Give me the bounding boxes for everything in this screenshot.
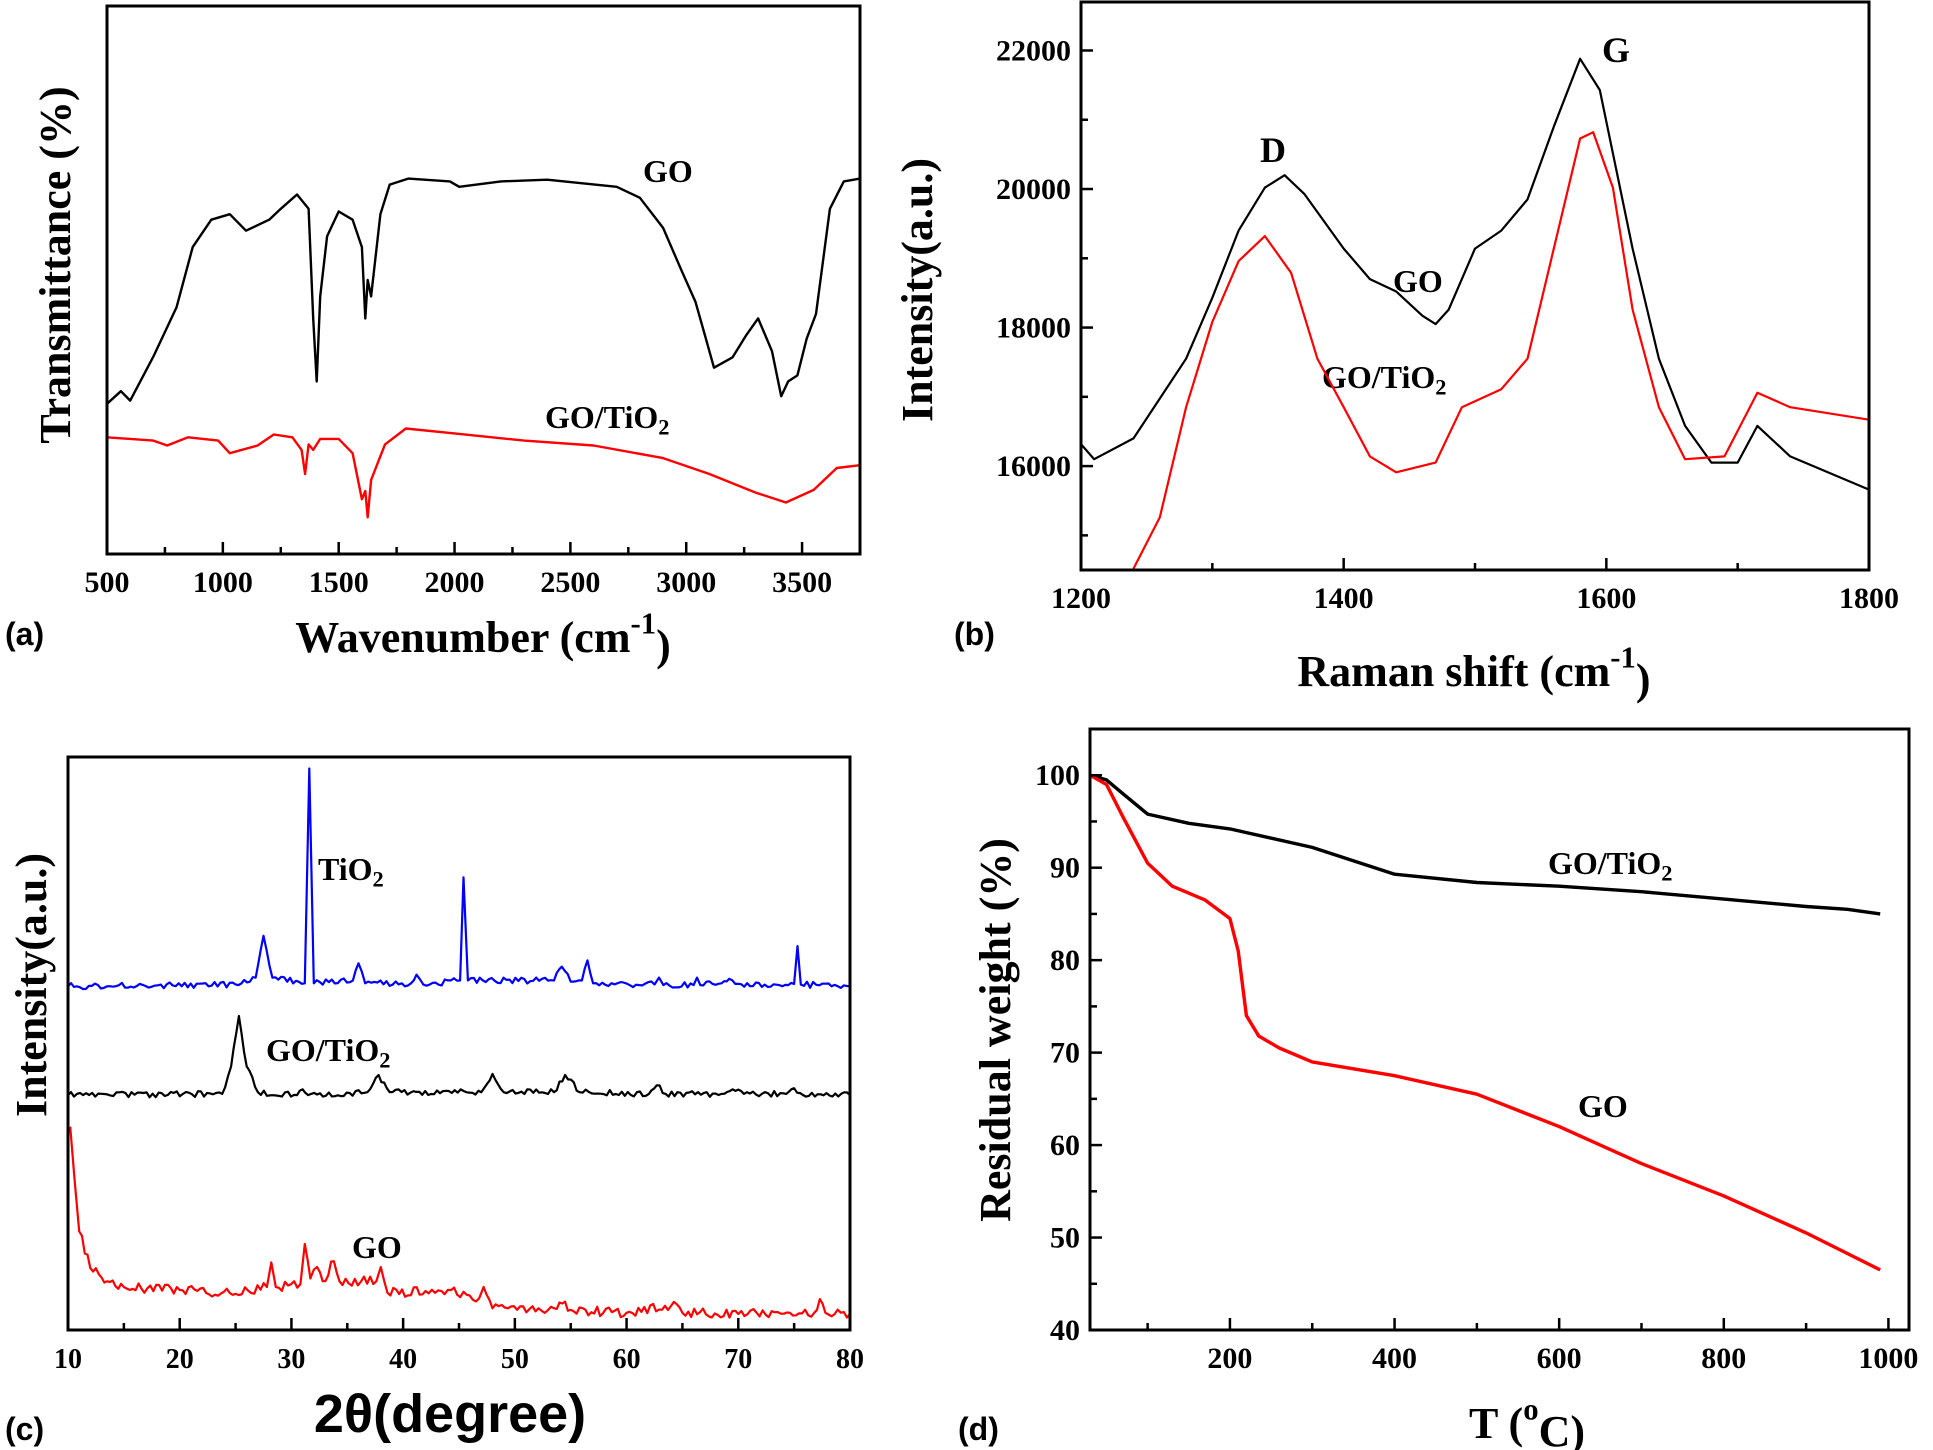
x-tick-label: 50 — [501, 1344, 529, 1375]
panel-a-ftir: (a) Wavenumber (cm-1) Transmittance (%) … — [5, 4, 862, 670]
x-tick-label: 3500 — [772, 566, 832, 599]
peak-label-d: D — [1260, 130, 1286, 170]
panel-d-tga: (d) T (oC) Residual weight (%) GO/TiO2 G… — [958, 727, 1918, 1450]
plot-area — [1088, 727, 1911, 1332]
plot-frame — [1088, 727, 1911, 1332]
plot-frame — [1079, 0, 1871, 572]
plot-area — [66, 755, 852, 1332]
series-line-go-tio2 — [1132, 131, 1870, 570]
series-line-go — [1089, 773, 1881, 1272]
y-tick-label: 20000 — [996, 173, 1071, 206]
series-line-go-tio2 — [106, 427, 861, 519]
x-axis-label: Raman shift (cm-1) — [1297, 641, 1650, 704]
y-axis: 40 50 60 70 80 90 100 — [1035, 727, 1102, 1347]
x-tick-label: 30 — [277, 1344, 305, 1375]
y-tick-label: 18000 — [996, 312, 1071, 345]
x-axis: 1200 1400 1600 1800 — [1051, 558, 1899, 615]
y-axis-label: Intensity(a.u.) — [893, 158, 942, 422]
x-tick-label: 800 — [1701, 1342, 1746, 1375]
series-label-go: GO — [1578, 1088, 1628, 1124]
series-line-go — [69, 1126, 851, 1319]
y-tick-label: 80 — [1050, 944, 1080, 977]
plot-area — [1079, 0, 1871, 572]
x-axis: 500 1000 1500 2000 2500 3000 3500 — [85, 542, 862, 599]
x-tick-label: 2500 — [540, 566, 600, 599]
x-axis: 10 20 30 40 50 60 70 80 — [54, 1318, 864, 1375]
x-tick-label: 1800 — [1839, 582, 1899, 615]
x-tick-label: 600 — [1537, 1342, 1582, 1375]
y-tick-label: 90 — [1050, 852, 1080, 885]
panel-letter: (d) — [958, 1411, 999, 1447]
series-label-go: GO — [1393, 263, 1443, 299]
series-line-go-tio2 — [1089, 773, 1881, 916]
y-tick-label: 22000 — [996, 34, 1071, 67]
series-line-go — [106, 177, 861, 405]
y-axis-label: Residual weight (%) — [971, 838, 1020, 1222]
x-tick-label: 1400 — [1314, 582, 1374, 615]
panel-b-raman: (b) Raman shift (cm-1) Intensity(a.u.) D… — [893, 0, 1899, 704]
y-tick-label: 100 — [1035, 759, 1080, 792]
series-label-go-tio2: GO/TiO2 — [545, 399, 669, 440]
panel-letter: (b) — [954, 616, 995, 652]
y-axis-label: Transmittance (%) — [31, 86, 80, 443]
series-label-go: GO — [643, 153, 693, 189]
x-tick-label: 40 — [389, 1344, 417, 1375]
x-tick-label: 70 — [724, 1344, 752, 1375]
x-tick-label: 80 — [836, 1344, 864, 1375]
x-tick-label: 10 — [54, 1344, 82, 1375]
y-tick-label: 60 — [1050, 1129, 1080, 1162]
peak-label-g: G — [1602, 30, 1630, 70]
y-axis: 16000 18000 20000 22000 — [996, 34, 1093, 537]
panel-letter: (c) — [5, 1411, 44, 1447]
x-tick-label: 1500 — [309, 566, 369, 599]
y-axis-label: Intensity(a.u.) — [7, 853, 56, 1117]
series-label-go-tio2: GO/TiO2 — [1322, 359, 1446, 400]
x-tick-label: 3000 — [656, 566, 716, 599]
series-line-go — [1080, 57, 1870, 491]
x-tick-label: 1200 — [1051, 582, 1111, 615]
panel-c-xrd: (c) 2θ(degree) Intensity(a.u.) TiO2 GO/T… — [5, 755, 864, 1447]
y-tick-label: 50 — [1050, 1222, 1080, 1255]
x-tick-label: 1600 — [1576, 582, 1636, 615]
y-tick-label: 16000 — [996, 450, 1071, 483]
x-tick-label: 60 — [613, 1344, 641, 1375]
plot-frame — [66, 755, 852, 1332]
x-tick-label: 20 — [166, 1344, 194, 1375]
series-label-go-tio2: GO/TiO2 — [266, 1032, 390, 1073]
plot-area — [105, 4, 862, 556]
x-axis: 200 400 600 800 1000 — [1146, 1318, 1918, 1375]
series-label-tio2: TiO2 — [318, 851, 384, 892]
y-tick-label: 40 — [1050, 1314, 1080, 1347]
series-line-go-tio2 — [67, 1014, 851, 1099]
series-line-tio2 — [67, 767, 851, 991]
x-tick-label: 2000 — [425, 566, 485, 599]
series-label-go-tio2: GO/TiO2 — [1548, 845, 1672, 886]
x-tick-label: 500 — [85, 566, 130, 599]
panel-letter: (a) — [5, 616, 44, 652]
series-label-go: GO — [352, 1229, 402, 1265]
y-tick-label: 70 — [1050, 1037, 1080, 1070]
x-tick-label: 1000 — [193, 566, 253, 599]
plot-frame — [105, 4, 862, 556]
x-tick-label: 200 — [1207, 1342, 1252, 1375]
x-tick-label: 1000 — [1858, 1342, 1918, 1375]
x-axis-label: 2θ(degree) — [314, 1384, 586, 1444]
x-tick-label: 400 — [1372, 1342, 1417, 1375]
x-axis-label: T (oC) — [1469, 1393, 1585, 1450]
x-axis-label: Wavenumber (cm-1) — [295, 607, 671, 670]
